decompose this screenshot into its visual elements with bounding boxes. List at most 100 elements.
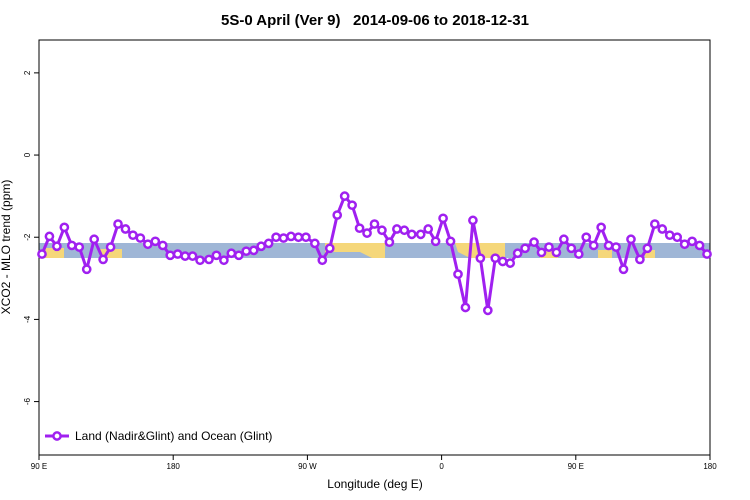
legend-text: Land (Nadir&Glint) and Ocean (Glint) [75,429,272,443]
point [497,256,508,267]
point [603,240,614,251]
point [649,219,660,229]
point [475,253,486,264]
point [293,232,304,243]
point [317,255,328,266]
point [512,248,523,259]
point [679,239,690,250]
point [566,243,577,254]
point [581,232,592,243]
x-tick-label: 90 W [298,462,317,471]
y-tick-label: 0 [23,152,32,157]
land-patch [44,248,64,258]
point [415,229,426,240]
point [430,236,441,247]
point [248,245,259,256]
point [438,213,448,224]
x-tick-label: 90 E [568,462,584,471]
point [204,254,214,265]
point [180,251,190,261]
land-patch [100,249,122,258]
y-tick-label: -4 [23,315,32,323]
plot-frame [38,39,711,456]
point [157,240,168,251]
point [544,242,554,252]
point [89,234,100,245]
point [642,243,653,254]
point [347,200,357,211]
point [301,232,311,243]
point [392,224,402,234]
point [406,229,417,240]
point [195,255,205,266]
point [37,249,47,259]
land-patch [540,250,558,258]
point [490,253,501,264]
point [211,250,222,261]
point [520,243,530,254]
land-patch [325,243,385,258]
point [354,223,365,234]
point [588,240,599,251]
point [120,224,131,234]
point [551,247,562,258]
point [536,247,547,258]
x-tick-label: 180 [167,462,181,471]
point [505,258,516,268]
point [672,232,683,243]
x-tick-label: 90 E [31,462,47,471]
point [399,225,410,236]
legend-marker [52,431,62,441]
point [256,241,267,252]
point [241,246,252,257]
land-patch [598,250,612,258]
point [694,240,705,251]
point [278,233,289,243]
point [165,250,176,261]
point [150,236,161,247]
point [657,224,668,234]
point [445,236,456,247]
point [105,242,116,252]
point [66,240,77,251]
point [286,231,296,242]
point [377,225,387,236]
land-patch [645,250,655,258]
chart-title: 5S-0 April (Ver 9) 2014-09-06 to 2018-12… [221,12,529,29]
point [74,242,85,252]
y-tick-label: -6 [23,397,32,405]
point [172,249,183,259]
point [324,243,335,254]
point [482,305,493,316]
point [52,241,62,252]
point [143,239,153,250]
point [226,248,237,259]
point [423,224,434,234]
y-tick-label: -2 [23,233,32,241]
y-tick-label: 2 [23,70,32,75]
point [98,254,108,265]
point [135,233,146,243]
point [362,228,372,238]
y-axis-label: XCO2 - MLO trend (ppm) [0,180,13,315]
point [219,255,229,266]
x-axis-label: Longitude (deg E) [327,477,422,491]
point [573,249,584,259]
point [702,249,712,259]
point [468,215,478,226]
x-tick-label: 180 [703,462,717,471]
point [618,264,629,275]
point [687,236,697,247]
point [81,264,92,275]
point [626,234,636,245]
point [128,230,138,241]
point [59,222,70,233]
point [529,237,539,248]
point [44,231,55,242]
point [187,251,198,261]
point [271,232,281,243]
point [263,238,274,249]
point [559,234,569,245]
point [596,222,606,233]
